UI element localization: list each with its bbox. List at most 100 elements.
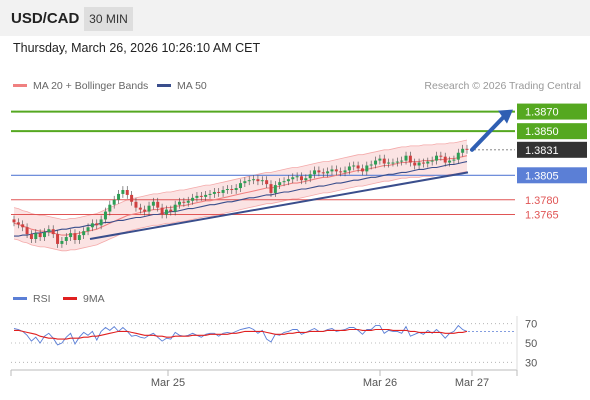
candle-bear	[443, 156, 447, 163]
candle-bear	[56, 234, 60, 244]
candle-bear	[160, 207, 164, 215]
rsi-swatch	[13, 296, 27, 300]
ma50-legend-label: MA 50	[177, 80, 207, 92]
candle-bear	[16, 222, 20, 225]
candle-bull	[221, 190, 225, 193]
ma50-swatch	[157, 83, 171, 87]
candles	[12, 144, 469, 248]
candle-bear	[156, 201, 160, 208]
legend-ma50: MA 50	[157, 80, 207, 92]
candle-bull	[295, 176, 299, 178]
x-tick-label-mar27: Mar 27	[455, 377, 489, 389]
candle-bull	[282, 181, 286, 183]
candle-bull	[278, 182, 282, 186]
candle-bear	[38, 233, 42, 238]
level-tag-support	[517, 167, 587, 184]
candle-bull	[208, 193, 212, 195]
ma50-line	[14, 161, 468, 237]
level-tag-resistance	[517, 103, 587, 120]
candle-bear	[421, 162, 425, 164]
candle-bear	[134, 201, 138, 208]
candle-bull	[391, 162, 395, 164]
candle-bull	[313, 170, 317, 175]
rsi-tick-label: 50	[525, 338, 537, 350]
timeframe-button[interactable]: 30 MIN	[84, 7, 133, 31]
candle-bull	[191, 197, 195, 201]
candle-bull	[64, 237, 68, 241]
candle-bull	[212, 191, 216, 194]
level-tag-last	[517, 141, 587, 158]
candle-bear	[269, 184, 273, 193]
level-label-1.3831: 1.3831	[525, 145, 559, 157]
candle-bear	[29, 234, 33, 240]
bollinger-band-fill	[14, 140, 467, 251]
top-bar: USD/CAD 30 MIN	[0, 0, 590, 36]
legend-ma20: MA 20 + Bollinger Bands	[13, 80, 148, 92]
rsi-ma-swatch	[63, 296, 77, 300]
candle-bull	[99, 219, 103, 226]
candle-bear	[199, 195, 203, 197]
candle-bull	[404, 155, 408, 161]
candle-bull	[243, 181, 247, 184]
target-arrow-head	[498, 109, 513, 124]
x-axis-ticks: Mar 25 Mar 26 Mar 27	[10, 370, 518, 389]
candle-bear	[356, 165, 360, 169]
candle-bull	[343, 170, 347, 173]
trendline	[89, 171, 469, 241]
level-tag-resistance	[517, 123, 587, 140]
candle-bull	[69, 233, 73, 238]
instrument-title: USD/CAD	[11, 10, 80, 27]
candle-bull	[164, 209, 168, 215]
candle-bear	[217, 191, 221, 193]
candle-bull	[291, 177, 295, 180]
candle-bear	[182, 201, 186, 203]
x-tick-label-mar25: Mar 25	[151, 377, 185, 389]
candle-bull	[239, 183, 242, 189]
candle-bull	[326, 171, 330, 174]
candle-bull	[86, 227, 90, 232]
candle-bull	[452, 159, 456, 161]
target-arrow-shaft	[470, 114, 506, 152]
candle-bull	[330, 169, 334, 172]
candle-bull	[147, 205, 151, 212]
candle-bear	[95, 223, 99, 226]
rsi-tick-label: 30	[525, 357, 537, 369]
candle-bull	[426, 161, 430, 164]
bollinger-lower	[13, 171, 468, 252]
candle-bull	[304, 178, 308, 181]
candle-bear	[382, 158, 386, 164]
candle-bull	[308, 174, 312, 179]
candle-bull	[369, 164, 373, 166]
candle-bull	[347, 166, 351, 171]
candle-bear	[125, 190, 129, 195]
candle-bull	[395, 161, 399, 163]
rsi-ma-line	[14, 328, 468, 340]
candle-bull	[365, 165, 369, 172]
candle-bull	[286, 179, 290, 182]
candle-bull	[456, 152, 460, 160]
candle-bull	[435, 155, 439, 161]
candle-bull	[112, 199, 116, 205]
candle-bull	[186, 200, 190, 203]
candle-bear	[143, 209, 147, 212]
candle-bear	[265, 180, 269, 185]
candle-bear	[465, 148, 469, 150]
candle-bull	[108, 204, 112, 212]
candle-bear	[21, 224, 25, 228]
candle-bear	[230, 189, 234, 191]
candle-bull	[178, 201, 182, 205]
research-credit: Research © 2026 Trading Central	[424, 80, 581, 92]
candle-bull	[47, 229, 51, 233]
ma20-legend-label: MA 20 + Bollinger Bands	[33, 80, 149, 92]
candle-bull	[77, 235, 81, 240]
candle-bull	[374, 160, 378, 165]
candle-bull	[121, 190, 125, 194]
candle-bull	[34, 233, 38, 240]
candle-bull	[352, 165, 356, 167]
candle-bull	[90, 223, 94, 228]
rsi-line	[13, 324, 468, 346]
level-label-1.3805: 1.3805	[525, 170, 559, 182]
candle-bull	[60, 240, 64, 244]
candle-bull	[42, 232, 46, 238]
